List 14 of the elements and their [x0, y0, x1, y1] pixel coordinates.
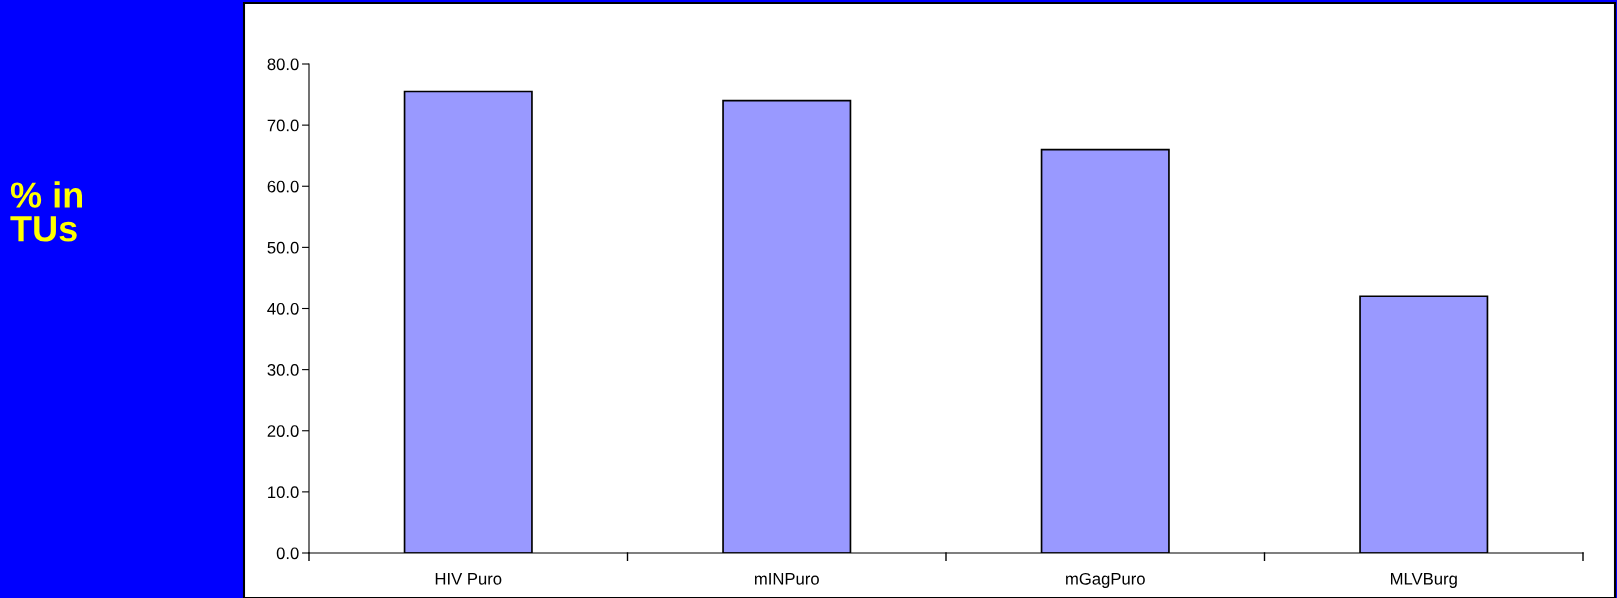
x-tick-label: MLVBurg [1391, 573, 1457, 588]
y-tick-label: 50.0 [267, 241, 299, 254]
text: % in TUs [10, 181, 82, 242]
x-tick-label: mINPuro [754, 573, 819, 585]
x-tick-label: HIV Puro [435, 573, 502, 585]
y-tick-label: 0.0 [276, 547, 299, 560]
y-tick-label: 80.0 [267, 58, 299, 71]
y-tick-label: 40.0 [267, 302, 299, 315]
y-tick-label: 30.0 [267, 364, 299, 376]
y-tick-label: 10.0 [268, 486, 299, 499]
y-tick-label: 60.0 [267, 180, 299, 193]
x-tick-label: mGagPuro [1066, 572, 1145, 588]
y-tick-label: 20.0 [267, 425, 299, 437]
y-tick-label: 70.0 [267, 119, 299, 132]
